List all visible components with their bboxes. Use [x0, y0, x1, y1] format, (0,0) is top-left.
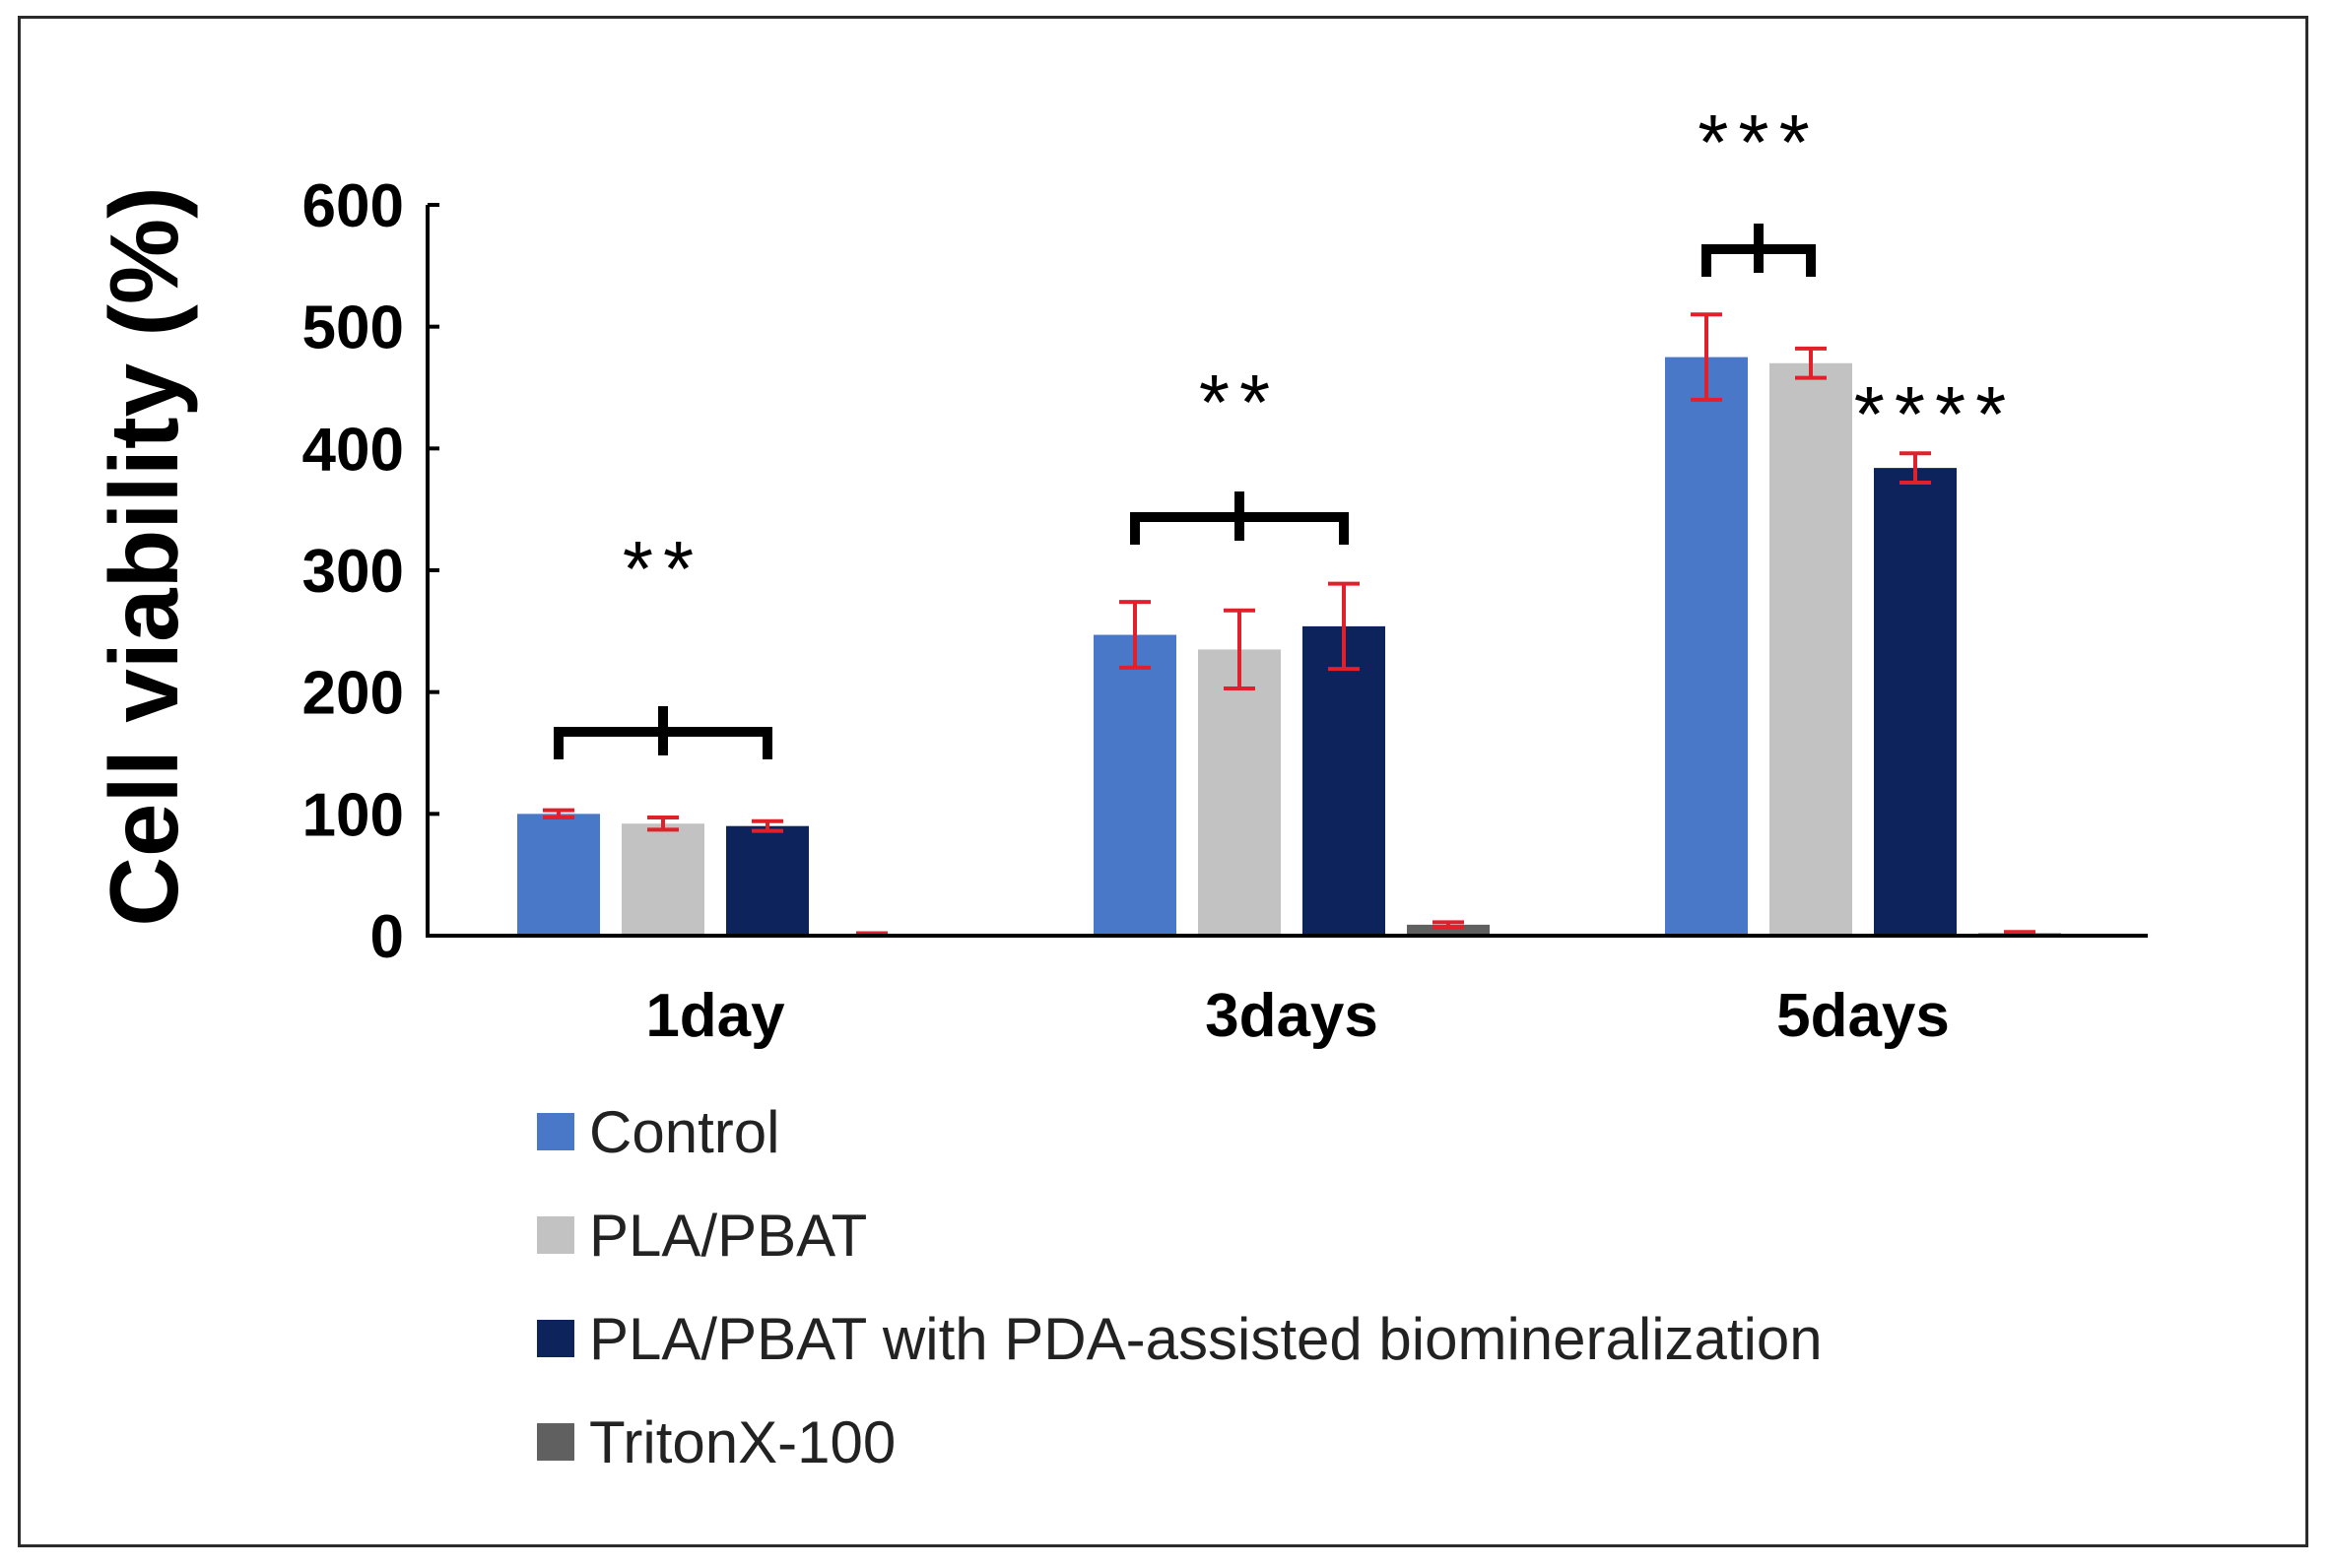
bar — [1665, 357, 1748, 936]
x-axis-labels: 1day 3days 5days — [645, 982, 1950, 1050]
legend-label: PLA/PBAT with PDA-assisted biomineraliza… — [589, 1306, 1823, 1372]
y-tick-label: 500 — [302, 294, 404, 362]
legend-label: Control — [589, 1099, 779, 1165]
significance-stars: ** — [623, 525, 703, 613]
x-tick-label: 5days — [1776, 982, 1950, 1050]
error-bars-group — [543, 312, 2035, 938]
significance-stars: **** — [1854, 370, 2017, 458]
bar — [726, 825, 809, 936]
bar — [1198, 649, 1281, 936]
y-tick-label: 300 — [302, 538, 404, 606]
legend-swatch — [537, 1113, 574, 1150]
y-tick-label: 600 — [302, 172, 404, 240]
y-axis: 0 100 200 300 400 500 600 — [302, 172, 439, 971]
significance-stars: ** — [1199, 359, 1280, 446]
bar — [1407, 924, 1490, 936]
bar — [1094, 634, 1176, 936]
bar — [1769, 362, 1852, 936]
bar — [622, 823, 704, 936]
y-tick-label: 400 — [302, 416, 404, 484]
y-axis-label: Cell viability (%) — [90, 186, 198, 927]
bars-group — [517, 357, 2061, 937]
x-tick-label: 1day — [645, 982, 785, 1050]
legend-label: TritonX-100 — [589, 1409, 896, 1475]
legend-swatch — [537, 1216, 574, 1254]
legend-label: PLA/PBAT — [589, 1203, 867, 1269]
legend-swatch — [537, 1320, 574, 1357]
legend-swatch — [537, 1423, 574, 1461]
y-tick-label: 0 — [370, 903, 404, 971]
significance-annotations: *********** — [554, 98, 2017, 759]
significance-stars: *** — [1698, 98, 1819, 186]
bar — [1302, 625, 1385, 936]
x-tick-label: 3days — [1205, 982, 1378, 1050]
bar — [517, 814, 600, 936]
legend: Control PLA/PBAT PLA/PBAT with PDA-assiste… — [537, 1099, 1823, 1475]
y-tick-label: 100 — [302, 781, 404, 849]
bar — [1874, 468, 1957, 936]
y-tick-label: 200 — [302, 660, 404, 728]
